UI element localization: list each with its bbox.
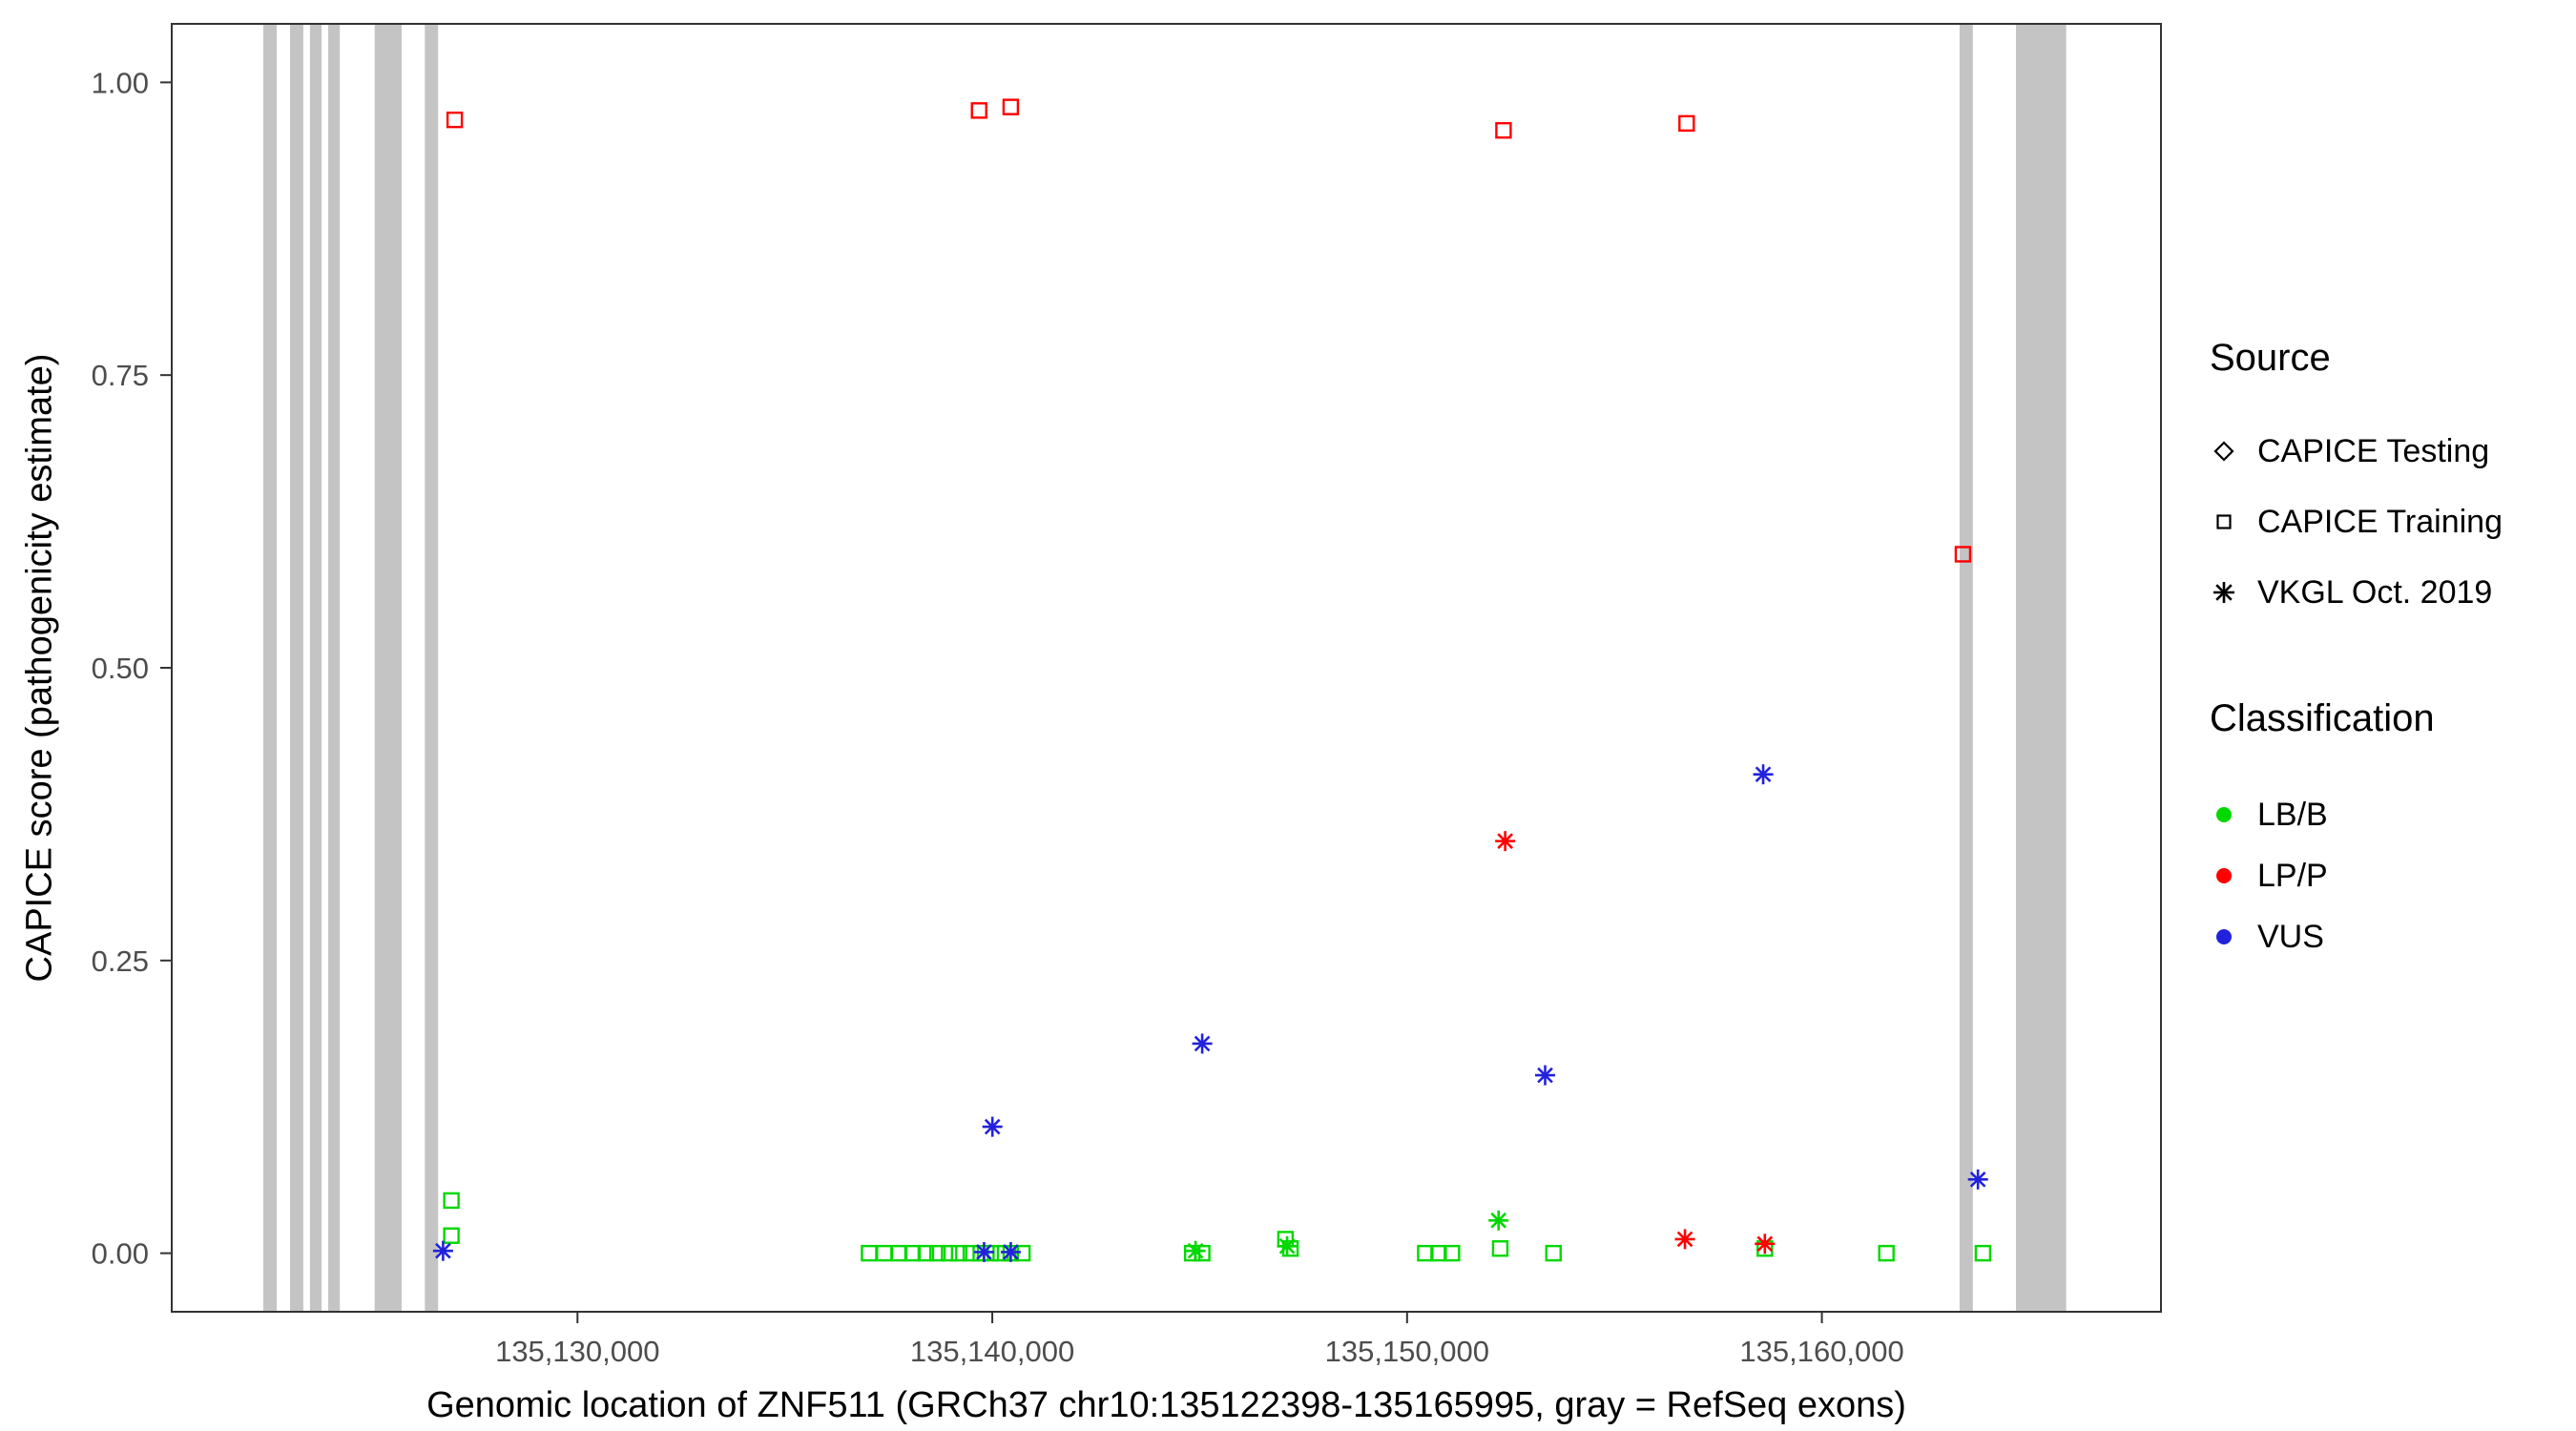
data-point-asterisk (1490, 1212, 1507, 1229)
exon-bar (374, 24, 402, 1312)
data-point-square (917, 1244, 935, 1262)
data-point-square (941, 1244, 958, 1262)
exon-bar (262, 24, 278, 1312)
data-point-square (443, 1227, 460, 1244)
legend-item-capice-training: CAPICE Training (2210, 487, 2563, 557)
data-point-square (904, 1244, 922, 1262)
y-axis-title: CAPICE score (pathogenicity estimate) (19, 353, 60, 983)
x-tick-label: 135,140,000 (910, 1335, 1074, 1368)
data-point-square (876, 1244, 893, 1262)
data-point-asterisk (984, 1118, 1001, 1135)
legend-item-label: CAPICE Testing (2257, 432, 2490, 469)
legend-item-lbb: LB/B (2210, 784, 2563, 845)
asterisk-icon (2213, 582, 2234, 603)
data-point-square (443, 1192, 460, 1210)
legend: Source CAPICE Testing CAPICE Training (2210, 336, 2563, 967)
data-point-asterisk (1755, 766, 1772, 783)
data-point-asterisk (976, 1244, 992, 1260)
square-icon (2216, 514, 2232, 529)
legend-item-label: LB/B (2257, 796, 2328, 833)
data-point-square (1491, 1240, 1509, 1257)
data-point-asterisk (1194, 1035, 1211, 1052)
legend-item-vkgl: VKGL Oct. 2019 (2210, 557, 2563, 628)
legend-item-vus: VUS (2210, 906, 2563, 967)
x-tick-label: 135,160,000 (1739, 1335, 1903, 1368)
exon-bar (2016, 24, 2067, 1312)
legend-classification-title: Classification (2210, 697, 2435, 739)
data-point-square (1444, 1244, 1461, 1262)
legend-item-lpp: LP/P (2210, 845, 2563, 906)
data-point-asterisk (1497, 833, 1513, 849)
lbb-dot-icon (2216, 807, 2232, 822)
legend-source-title: Source (2210, 337, 2331, 379)
legend-item-capice-testing: CAPICE Testing (2210, 416, 2563, 487)
data-point-square (446, 111, 464, 129)
vus-dot-icon (2216, 929, 2232, 944)
legend-item-label: VKGL Oct. 2019 (2257, 573, 2493, 611)
data-point-asterisk (1969, 1171, 1986, 1188)
data-point-square (1430, 1244, 1447, 1262)
data-point-square (970, 102, 987, 119)
legend-item-label: LP/P (2257, 857, 2328, 894)
y-tick-label: 0.50 (92, 652, 149, 685)
y-tick-label: 0.25 (92, 944, 149, 978)
data-point-square (1954, 546, 1972, 563)
exon-bar (327, 24, 341, 1312)
data-point-square (1678, 114, 1695, 133)
diamond-icon (2213, 441, 2234, 462)
data-point-square (1545, 1244, 1562, 1262)
data-point-asterisk (435, 1242, 451, 1259)
legend-item-label: CAPICE Training (2257, 503, 2503, 540)
exon-bar (425, 24, 439, 1312)
data-point-square (1878, 1244, 1895, 1262)
legend-item-label: VUS (2257, 918, 2324, 955)
data-point-square (1002, 98, 1020, 115)
data-point-asterisk (1278, 1237, 1296, 1255)
lpp-dot-icon (2216, 868, 2232, 883)
data-point-square (890, 1244, 908, 1262)
exon-bar (1959, 24, 1973, 1312)
data-point-asterisk (1187, 1242, 1204, 1259)
data-point-asterisk (1003, 1244, 1019, 1260)
data-point-asterisk (1537, 1067, 1553, 1084)
y-tick-label: 0.75 (92, 359, 149, 392)
exon-bar (289, 24, 303, 1312)
y-tick-label: 0.00 (92, 1237, 149, 1271)
panel-border (171, 23, 2162, 1313)
x-tick-label: 135,150,000 (1325, 1335, 1489, 1368)
data-point-square (1974, 1244, 1992, 1262)
data-point-asterisk (1676, 1231, 1693, 1248)
x-axis-title: Genomic location of ZNF511 (GRCh37 chr10… (426, 1385, 1906, 1425)
data-point-square (1417, 1244, 1434, 1262)
data-point-square (861, 1244, 878, 1262)
data-point-square (1495, 121, 1512, 139)
data-point-asterisk (1756, 1235, 1774, 1253)
x-tick-label: 135,130,000 (495, 1335, 659, 1368)
data-point-square (928, 1244, 946, 1262)
exon-bar (309, 24, 322, 1312)
data-point-square (950, 1244, 968, 1262)
y-tick-label: 1.00 (92, 66, 149, 99)
